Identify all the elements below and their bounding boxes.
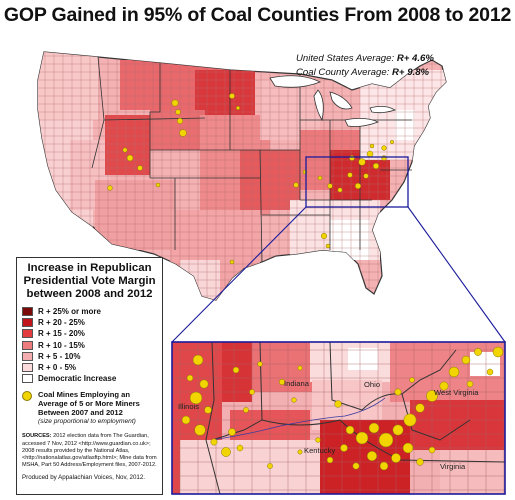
legend-swatch: [22, 340, 33, 350]
legend-label: R + 15 - 20%: [38, 329, 85, 339]
averages-block: United States Average: R+ 4.6% Coal Coun…: [296, 52, 506, 79]
legend-rows: R + 25% or more R + 20 - 25% R + 15 - 20…: [22, 306, 157, 384]
inset-label-kentucky: Kentucky: [304, 446, 336, 455]
legend-swatch: [22, 351, 33, 361]
coal-mines-inset: [181, 346, 504, 471]
page-title: GOP Gained in 95% of Coal Counties From …: [3, 4, 512, 26]
inset-label-illinois: Illinois: [178, 402, 200, 411]
coal-average: Coal County Average: R+ 9.8%: [296, 66, 506, 80]
us-average-label: United States Average:: [296, 53, 395, 64]
legend-row: R + 5 - 10%: [22, 351, 157, 362]
legend-row: R + 10 - 15%: [22, 340, 157, 351]
legend-title: Increase in Republican Presidential Vote…: [23, 262, 156, 300]
legend-label: R + 5 - 10%: [38, 351, 81, 361]
us-map: [37, 51, 447, 301]
legend-swatch: [22, 374, 33, 384]
legend-row: R + 20 - 25%: [22, 317, 157, 328]
producer-credit: Produced by Appalachian Voices, Nov, 201…: [22, 474, 146, 482]
legend-row: R + 15 - 20%: [22, 328, 157, 339]
coal-average-value: R+ 9.8%: [392, 66, 430, 78]
sources: SOURCES: 2012 election data from The Gua…: [22, 433, 157, 469]
legend: Increase in Republican Presidential Vote…: [16, 257, 163, 495]
great-lakes: [269, 75, 396, 127]
state-boundaries: [91, 56, 412, 263]
legend-swatch: [22, 329, 33, 339]
legend-swatch: [22, 307, 33, 317]
legend-swatch: [22, 318, 33, 328]
county-fills: [38, 52, 446, 300]
inset-label-ohio: Ohio: [364, 380, 381, 389]
zoom-region-box: [305, 156, 409, 208]
legend-row: Democratic Increase: [22, 373, 157, 384]
legend-row: R + 0 - 5%: [22, 362, 157, 373]
sources-text: 2012 election data from The Guardian, ac…: [22, 433, 157, 469]
coal-mine-dot-icon: [22, 391, 32, 402]
us-average: United States Average: R+ 4.6%: [296, 52, 506, 66]
coal-average-label: Coal County Average:: [296, 66, 390, 78]
legend-label: R + 25% or more: [38, 307, 101, 317]
legend-mines-label: Coal Mines Employing an Average of 5 or …: [38, 390, 140, 418]
legend-label: Democratic Increase: [38, 374, 117, 384]
legend-label: R + 10 - 15%: [38, 340, 85, 350]
sources-heading: SOURCES:: [22, 433, 52, 440]
inset-label-indiana: Indiana: [284, 379, 309, 388]
zoom-connectors: [171, 206, 506, 343]
inset-label-west-virginia: West Virginia: [434, 388, 479, 397]
legend-mines: Coal Mines Employing an Average of 5 or …: [22, 390, 157, 426]
coal-mines-main: [107, 93, 395, 265]
legend-label: R + 20 - 25%: [38, 318, 85, 328]
legend-mines-note: (size proportional to employment): [38, 418, 136, 426]
inset-map: [171, 341, 506, 495]
inset-label-virginia: Virginia: [440, 462, 466, 471]
us-average-value: R+ 4.6%: [396, 53, 434, 64]
legend-row: R + 25% or more: [22, 306, 157, 317]
legend-swatch: [22, 363, 33, 373]
legend-label: R + 0 - 5%: [38, 363, 77, 373]
